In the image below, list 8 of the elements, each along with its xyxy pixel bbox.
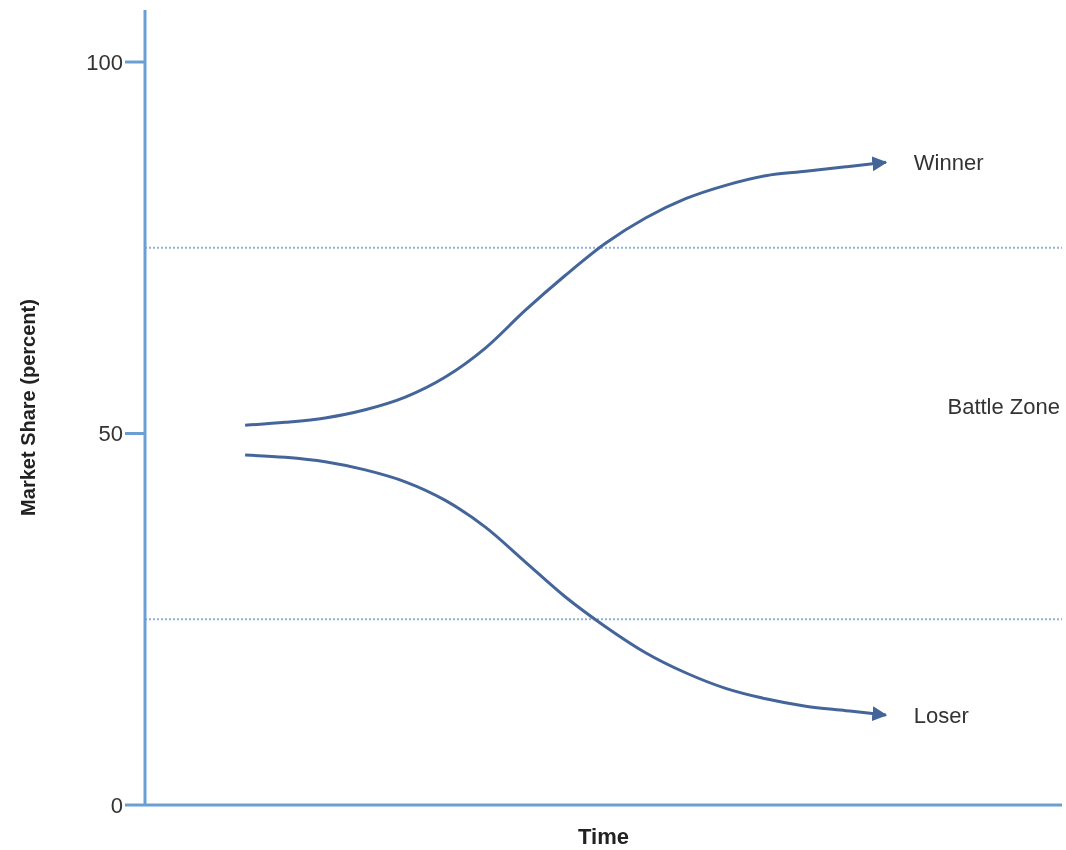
series-label: Winner xyxy=(913,150,984,176)
series-label: Loser xyxy=(913,703,969,729)
x-axis-title: Time xyxy=(578,824,629,849)
annotation: Battle Zone xyxy=(947,393,1060,420)
y-tick-label: 100 xyxy=(86,49,123,75)
y-tick-label: 0 xyxy=(110,792,123,818)
y-axis-title: Market Share (percent) xyxy=(17,299,40,516)
y-tick-label: 50 xyxy=(98,421,123,447)
